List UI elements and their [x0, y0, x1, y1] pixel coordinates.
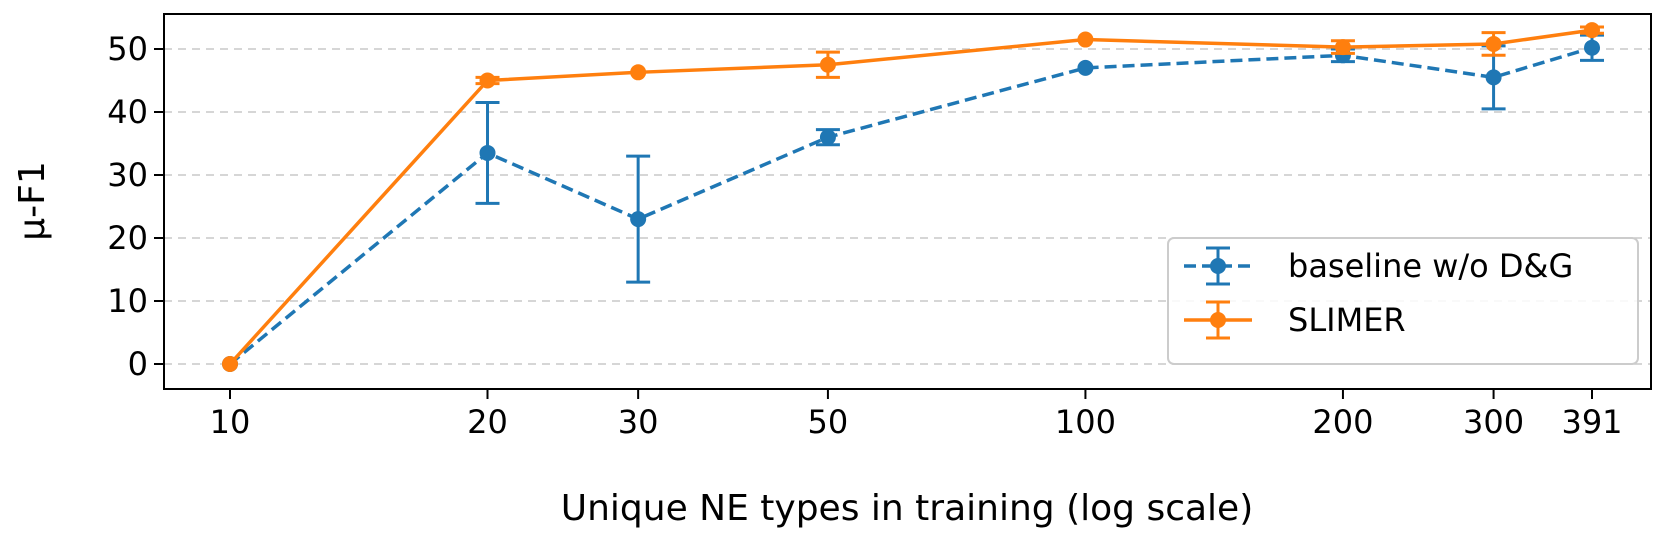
y-axis-label: μ-F1: [12, 161, 53, 241]
data-point: [1485, 69, 1502, 86]
legend: baseline w/o D&G SLIMER: [1167, 237, 1639, 365]
data-point: [630, 211, 647, 228]
data-point: [819, 56, 836, 73]
data-point: [479, 72, 496, 89]
x-tick-label: 10: [210, 403, 251, 441]
x-tick-label: 30: [618, 403, 659, 441]
y-tick-label: 20: [107, 219, 148, 257]
legend-label: baseline w/o D&G: [1288, 247, 1573, 285]
data-point: [1077, 31, 1094, 48]
y-tick-label: 0: [128, 345, 148, 383]
data-point: [479, 144, 496, 161]
data-point: [1334, 39, 1351, 56]
y-tick-label: 30: [107, 156, 148, 194]
legend-marker: [1210, 258, 1226, 274]
series-line: [228, 28, 1593, 366]
x-tick-label: 100: [1055, 403, 1116, 441]
series-1: [222, 22, 1604, 372]
x-tick-label: 200: [1312, 403, 1373, 441]
data-point: [630, 64, 647, 81]
data-point: [1584, 39, 1600, 56]
x-tick-label: 50: [808, 403, 849, 441]
data-point: [222, 356, 238, 372]
y-tick-label: 50: [107, 30, 148, 68]
x-tick-label: 391: [1561, 403, 1622, 441]
legend-marker: [1210, 312, 1226, 328]
axis-layer: 0 10 20 30 40 50 10 20 30 50 100 200 300 391: [107, 30, 1622, 441]
series-layer: [222, 22, 1604, 372]
y-tick-label: 40: [107, 93, 148, 131]
legend-entry-1: SLIMER: [1184, 300, 1406, 340]
legend-frame: [1167, 237, 1639, 365]
series-line: [228, 46, 1593, 366]
data-point: [819, 129, 836, 146]
data-point: [1077, 59, 1094, 76]
x-tick-label: 300: [1463, 403, 1524, 441]
x-tick-label: 20: [467, 403, 508, 441]
legend-label: SLIMER: [1288, 301, 1406, 339]
legend-entry-0: baseline w/o D&G: [1184, 246, 1573, 286]
data-point: [1584, 22, 1600, 39]
data-point: [1485, 35, 1502, 52]
x-axis-label: Unique NE types in training (log scale): [561, 488, 1254, 529]
y-tick-label: 10: [107, 282, 148, 320]
plot-frame: [163, 13, 1652, 390]
